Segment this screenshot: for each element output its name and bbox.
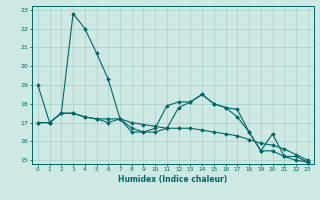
X-axis label: Humidex (Indice chaleur): Humidex (Indice chaleur) (118, 175, 228, 184)
